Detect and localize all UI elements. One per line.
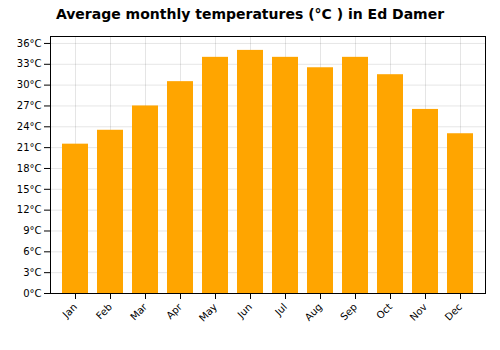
svg-text:Oct: Oct bbox=[374, 301, 394, 321]
svg-text:Aug: Aug bbox=[303, 301, 325, 323]
svg-text:12°C: 12°C bbox=[17, 204, 42, 215]
svg-text:21°C: 21°C bbox=[17, 142, 42, 153]
svg-text:Apr: Apr bbox=[164, 301, 185, 322]
svg-text:3°C: 3°C bbox=[23, 267, 41, 278]
svg-text:Feb: Feb bbox=[94, 301, 114, 321]
html-text:Average monthly temperatures (: Average monthly temperatures (°C ) in Ed… bbox=[55, 6, 445, 22]
svg-text:Mar: Mar bbox=[128, 301, 150, 323]
svg-text:Sep: Sep bbox=[338, 301, 359, 322]
svg-text:Jun: Jun bbox=[235, 301, 255, 321]
svg-text:15°C: 15°C bbox=[17, 184, 42, 195]
svg-text:Jan: Jan bbox=[60, 301, 79, 320]
svg-text:18°C: 18°C bbox=[17, 163, 42, 174]
svg-text:Nov: Nov bbox=[408, 301, 430, 323]
svg-text:30°C: 30°C bbox=[17, 79, 42, 90]
svg-text:24°C: 24°C bbox=[17, 121, 42, 132]
svg-text:6°C: 6°C bbox=[23, 246, 41, 257]
svg-text:Jul: Jul bbox=[272, 301, 289, 318]
svg-text:36°C: 36°C bbox=[17, 38, 42, 49]
svg-text:9°C: 9°C bbox=[23, 225, 41, 236]
svg-text:May: May bbox=[197, 301, 219, 323]
svg-text:27°C: 27°C bbox=[17, 100, 42, 111]
svg-text:Dec: Dec bbox=[443, 301, 464, 322]
svg-text:0°C: 0°C bbox=[23, 288, 41, 299]
svg-text:33°C: 33°C bbox=[17, 58, 42, 69]
